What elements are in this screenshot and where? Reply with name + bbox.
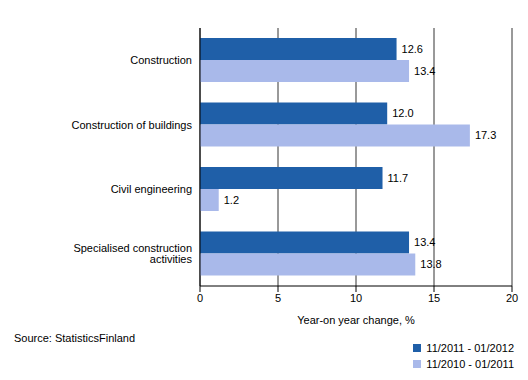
svg-text:10: 10 xyxy=(350,292,362,304)
html-text:11/2010 - 01/2011: 11/2010 - 01/2011 xyxy=(426,358,514,370)
svg-text:13.4: 13.4 xyxy=(414,65,435,77)
svg-text:11.7: 11.7 xyxy=(388,172,409,184)
svg-text:Civil engineering: Civil engineering xyxy=(111,183,192,195)
html-text:11/2011 - 01/2012: 11/2011 - 01/2012 xyxy=(426,342,514,354)
svg-text:Construction: Construction xyxy=(130,54,192,66)
svg-text:12.6: 12.6 xyxy=(402,43,423,55)
html-text:Source: StatisticsFinland: Source: StatisticsFinland xyxy=(14,332,136,344)
svg-text:13.8: 13.8 xyxy=(420,258,441,270)
svg-text:Construction of buildings: Construction of buildings xyxy=(72,119,193,131)
svg-text:15: 15 xyxy=(428,292,440,304)
svg-text:Specialised constructionactivi: Specialised constructionactivities xyxy=(73,242,192,265)
svg-text:5: 5 xyxy=(275,292,281,304)
svg-text:17.3: 17.3 xyxy=(475,129,496,141)
svg-text:1.2: 1.2 xyxy=(224,194,239,206)
svg-text:12.0: 12.0 xyxy=(392,107,413,119)
svg-text:13.4: 13.4 xyxy=(414,236,435,248)
svg-text:0: 0 xyxy=(197,292,203,304)
svg-text:20: 20 xyxy=(506,292,518,304)
svg-text:Year-on year change, %: Year-on year change, % xyxy=(297,314,415,326)
